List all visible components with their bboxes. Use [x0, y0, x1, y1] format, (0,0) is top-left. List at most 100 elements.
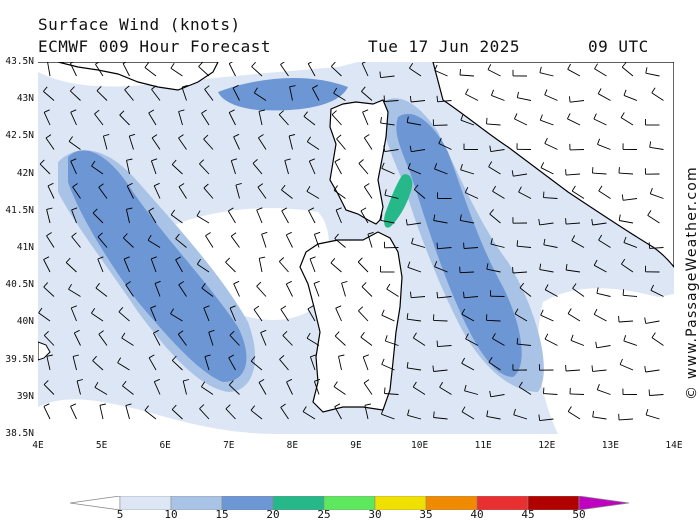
wind-barb-staff: [519, 287, 532, 297]
wind-barb-feather: [284, 158, 291, 161]
wind-barb-staff: [593, 118, 607, 126]
wind-barb-staff: [411, 149, 426, 153]
wind-barb-staff: [539, 72, 554, 77]
wind-barb-staff: [102, 135, 108, 150]
wind-barb-staff: [43, 91, 55, 101]
wind-barb-staff: [178, 111, 183, 126]
wind-barb-staff: [492, 190, 505, 199]
wind-barb-staff: [251, 66, 263, 77]
wind-barb-staff: [381, 413, 395, 420]
wind-barb-feather: [170, 62, 175, 69]
wind-barb-feather: [381, 162, 385, 169]
wind-barb-staff: [570, 339, 585, 346]
wind-speed-shading: [38, 62, 674, 434]
wind-barb-staff: [71, 236, 81, 248]
wind-barb-feather: [307, 305, 314, 310]
wind-barb-feather: [405, 219, 408, 226]
wind-barb-staff: [411, 296, 426, 299]
wind-barb-staff: [571, 190, 585, 199]
wind-barb-staff: [539, 222, 554, 226]
wind-barb-feather: [544, 89, 548, 96]
wind-barb-feather: [488, 161, 493, 167]
wind-barb-staff: [623, 242, 638, 248]
wind-barb-feather: [330, 62, 336, 67]
wind-barb-feather: [379, 71, 382, 78]
wind-barb-staff: [487, 69, 501, 77]
wind-barb-staff: [488, 166, 501, 175]
wind-barb-staff: [486, 123, 501, 126]
wind-barb-staff: [92, 212, 104, 224]
wind-barb-feather: [98, 330, 104, 335]
wind-barb-staff: [182, 380, 187, 395]
wind-barb-staff: [43, 335, 55, 346]
wind-barb-staff: [228, 357, 236, 371]
wind-barb-feather: [647, 210, 652, 216]
longitude-label: 10E: [411, 440, 429, 451]
wind-barb-staff: [91, 312, 104, 322]
wind-barb-feather: [71, 207, 78, 211]
wind-barb-staff: [621, 263, 634, 273]
wind-barb-staff: [623, 198, 638, 201]
wind-barb-staff: [623, 94, 638, 101]
wind-barb-feather: [649, 141, 652, 148]
wind-barb-staff: [358, 310, 369, 322]
wind-barb-feather: [46, 207, 53, 210]
wind-barb-staff: [278, 261, 289, 273]
wind-barb-staff: [279, 359, 289, 371]
wind-barb-feather: [235, 182, 242, 186]
wind-barb-feather: [44, 109, 50, 113]
longitude-label: 11E: [474, 440, 492, 451]
chart-title: Surface Wind (knots): [38, 15, 241, 34]
wind-map[interactable]: [38, 62, 674, 434]
wind-barb-feather: [406, 116, 409, 123]
wind-barb-staff: [250, 360, 263, 371]
wind-barb-feather: [178, 134, 184, 139]
wind-barb-staff: [177, 333, 187, 346]
wind-barb-staff: [232, 87, 240, 101]
wind-band-bonifacio-25kt: [384, 174, 413, 228]
wind-barb-staff: [543, 244, 558, 248]
wind-barb-staff: [381, 314, 395, 322]
wind-barb-feather: [258, 134, 264, 139]
wind-barb-staff: [313, 234, 320, 248]
wind-barb-staff: [334, 238, 346, 248]
wind-barb-staff: [46, 235, 55, 248]
wind-barb-feather: [592, 410, 595, 417]
wind-barb-staff: [464, 390, 479, 395]
wind-barb-feather: [178, 109, 185, 112]
wind-barb-feather: [228, 380, 234, 386]
wind-barb-feather: [233, 280, 240, 285]
wind-barb-staff: [170, 67, 183, 77]
wind-barb-feather: [436, 291, 439, 298]
wind-barb-staff: [122, 63, 130, 77]
wind-barb-staff: [650, 289, 664, 297]
wind-barb-staff: [380, 219, 395, 224]
wind-barb-staff: [336, 138, 346, 150]
wind-barb-staff: [91, 165, 104, 175]
wind-barb-staff: [170, 313, 183, 322]
wind-barb-staff: [308, 161, 316, 175]
wind-barb-staff: [230, 235, 240, 248]
wind-barb-staff: [407, 367, 422, 371]
wind-barb-feather: [45, 134, 52, 139]
wind-barb-staff: [380, 75, 395, 79]
colorbar-arrow-high: [578, 496, 630, 510]
wind-barb-staff: [598, 190, 611, 199]
wind-barb-feather: [623, 89, 627, 96]
wind-barb-staff: [153, 185, 161, 199]
wind-barb-staff: [196, 215, 210, 224]
wind-barb-feather: [464, 384, 467, 391]
wind-barb-feather: [70, 158, 77, 162]
wind-barb-staff: [384, 393, 399, 395]
wind-barb-staff: [43, 286, 55, 297]
wind-barb-feather: [407, 162, 411, 169]
wind-barb-staff: [544, 338, 558, 346]
wind-barb-feather: [117, 357, 122, 363]
wind-barb-staff: [47, 185, 55, 199]
wind-barb-feather: [540, 309, 544, 316]
wind-barb-staff: [592, 369, 607, 372]
wind-barb-feather: [384, 335, 388, 342]
wind-barb-staff: [258, 111, 263, 126]
wind-barb-staff: [361, 286, 373, 297]
wind-barb-staff: [414, 189, 426, 199]
